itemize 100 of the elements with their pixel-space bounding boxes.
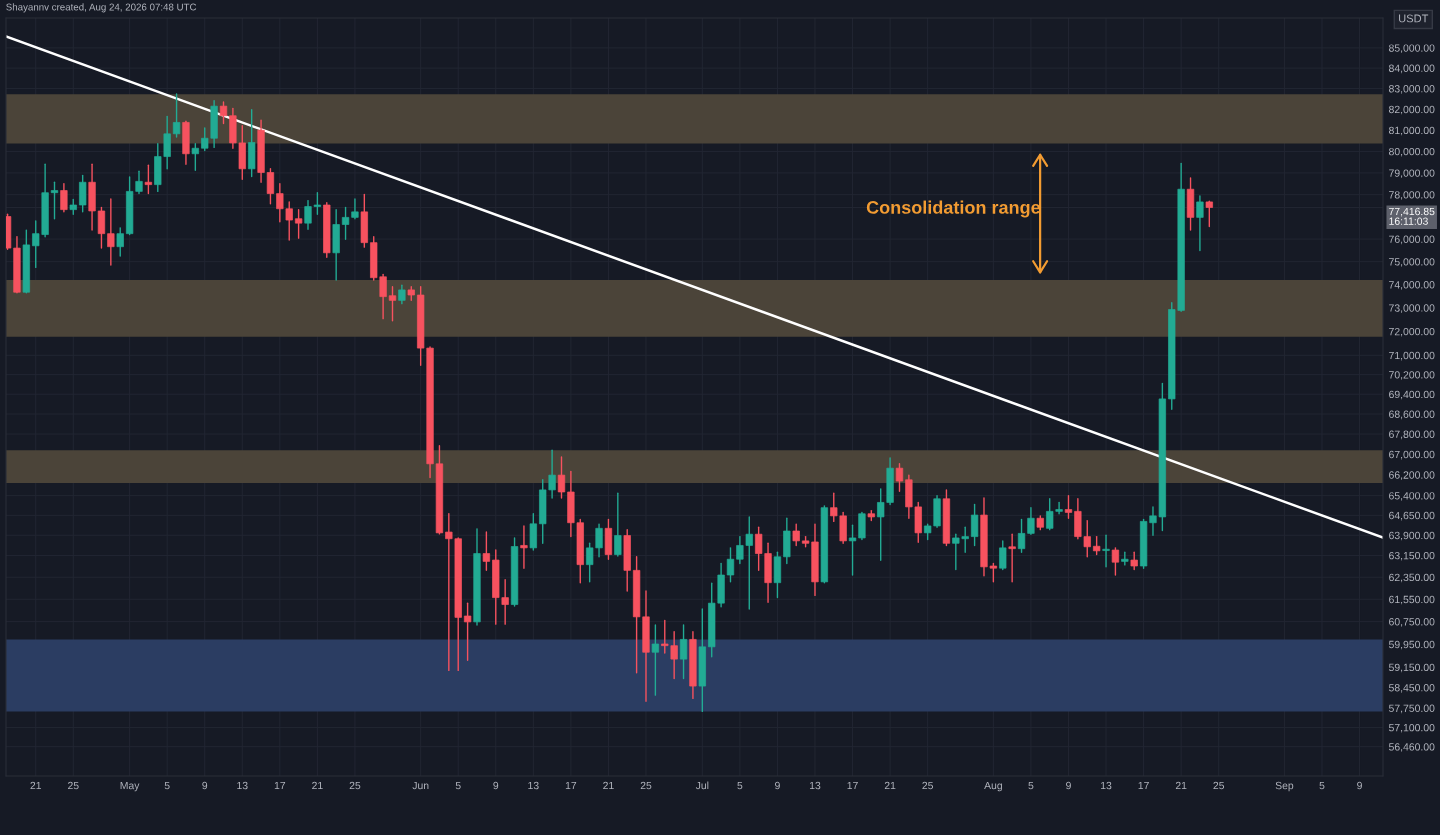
y-tick-label: 60,750.00 — [1389, 618, 1435, 627]
y-tick-label: 69,400.00 — [1389, 390, 1435, 400]
x-tick-label: 21 — [884, 781, 896, 790]
y-tick-label: 61,550.00 — [1389, 595, 1435, 605]
candlestick — [1111, 547, 1120, 576]
x-tick-label: Sep — [1275, 781, 1294, 792]
x-tick-label: 9 — [202, 781, 208, 790]
x-tick-label: Jul — [695, 781, 709, 790]
candlestick — [1017, 518, 1026, 553]
y-tick-label: 72,000.00 — [1389, 327, 1435, 337]
y-tick-label: 57,750.00 — [1388, 704, 1435, 714]
candlestick — [1196, 195, 1204, 252]
candlestick — [520, 525, 528, 569]
y-tick-label: 64,650.00 — [1389, 511, 1435, 521]
x-tick-label: 5 — [1028, 781, 1034, 790]
y-tick-label: 57,100.00 — [1388, 723, 1435, 733]
x-tick-label: 17 — [274, 781, 286, 790]
y-tick-label: 83,000.00 — [1389, 85, 1435, 94]
candlestick — [1102, 534, 1110, 568]
candlestick — [557, 456, 566, 499]
candlestick — [651, 624, 660, 696]
candlestick — [999, 540, 1007, 571]
y-tick-label: 65,400.00 — [1389, 492, 1435, 501]
y-tick-label: 67,800.00 — [1389, 430, 1435, 440]
candlestick — [463, 602, 472, 661]
annotation: Consolidation range — [866, 200, 1041, 218]
y-tick-label: 76,000.00 — [1389, 235, 1435, 245]
y-tick-label: 75,000.00 — [1389, 258, 1435, 267]
candlestick — [107, 198, 115, 266]
candlestick — [792, 523, 800, 547]
y-tick-label: 78,000.00 — [1389, 191, 1435, 200]
candlestick — [1093, 535, 1101, 556]
y-tick-label: 79,000.00 — [1389, 169, 1435, 179]
x-tick-label: 17 — [847, 781, 858, 790]
y-tick-label: 62,350.00 — [1389, 573, 1435, 583]
candlestick — [79, 174, 87, 213]
x-tick-label: 21 — [312, 781, 323, 790]
candlestick — [341, 206, 350, 240]
candlestick — [1027, 506, 1035, 535]
x-tick-label: 21 — [1175, 781, 1187, 790]
candlestick — [219, 101, 228, 125]
y-tick-label: 85,000.00 — [1389, 44, 1435, 53]
candlestick — [1205, 200, 1213, 228]
x-tick-label: 25 — [68, 781, 79, 790]
x-tick-label: 13 — [528, 781, 539, 790]
x-tick-label: 17 — [565, 781, 577, 790]
y-tick-label: 80,000.00 — [1389, 147, 1435, 157]
y-tick-label: 63,150.00 — [1389, 551, 1435, 561]
x-tick-label: 17 — [1138, 781, 1149, 790]
x-tick-label: 21 — [603, 781, 614, 790]
x-tick-label: 25 — [1213, 781, 1225, 790]
y-tick-label: 59,150.00 — [1388, 663, 1435, 673]
x-tick-label: 9 — [1066, 781, 1071, 790]
x-tick-label: 9 — [493, 781, 499, 790]
x-tick-label: 5 — [1319, 781, 1325, 790]
y-tick-label: 81,000.00 — [1389, 126, 1435, 136]
x-tick-label: 25 — [640, 781, 652, 790]
y-axis-title: USDT — [1399, 14, 1429, 23]
x-tick-label: 5 — [455, 781, 461, 790]
y-tick-label: 63,900.00 — [1389, 531, 1435, 541]
candlestick — [60, 183, 68, 213]
x-tick-label: 5 — [737, 781, 743, 790]
y-tick-label: 70,200.00 — [1389, 371, 1435, 380]
y-tick-label: 77,416.85 16:11:03 — [1389, 207, 1435, 225]
x-tick-label: Aug — [984, 781, 1002, 792]
candlestick — [679, 624, 688, 680]
candlestick — [97, 206, 106, 249]
x-tick-label: 9 — [775, 781, 780, 790]
candlestick — [970, 503, 979, 547]
candlestick — [726, 547, 735, 583]
x-tick-label: Jun — [412, 781, 429, 790]
candlestick — [191, 143, 199, 172]
y-tick-label: 59,950.00 — [1388, 640, 1435, 650]
y-tick-label: 56,460.00 — [1388, 743, 1435, 752]
candlestick — [1121, 551, 1129, 566]
candlestick — [848, 524, 857, 576]
x-tick-label: 25 — [349, 781, 361, 790]
candlestick — [116, 227, 124, 257]
x-tick-label: 5 — [164, 781, 170, 790]
text: Shayannv created, Aug 24, 2026 07:48 UTC — [6, 3, 197, 13]
candlestick — [266, 168, 275, 205]
candlestick — [1008, 533, 1016, 583]
y-tick-label: 71,000.00 — [1389, 351, 1435, 361]
x-tick-label: 9 — [1357, 781, 1362, 790]
candlestick — [50, 181, 59, 220]
candlestick — [294, 208, 303, 239]
y-tick-label: 68,600.00 — [1389, 410, 1435, 420]
y-tick-label: 74,000.00 — [1389, 281, 1435, 290]
y-tick-label: 58,450.00 — [1388, 684, 1435, 693]
x-tick-label: 21 — [30, 781, 42, 790]
x-tick-label: 13 — [1101, 781, 1112, 790]
y-tick-label: 66,200.00 — [1389, 471, 1435, 480]
candlestick — [398, 284, 406, 305]
candlestick — [351, 198, 359, 220]
candlestick — [144, 164, 153, 195]
x-tick-label: 13 — [237, 781, 248, 790]
candlestick — [388, 285, 397, 322]
candlestick — [614, 492, 622, 557]
candlestick — [1064, 494, 1073, 519]
candlestick — [895, 463, 904, 492]
